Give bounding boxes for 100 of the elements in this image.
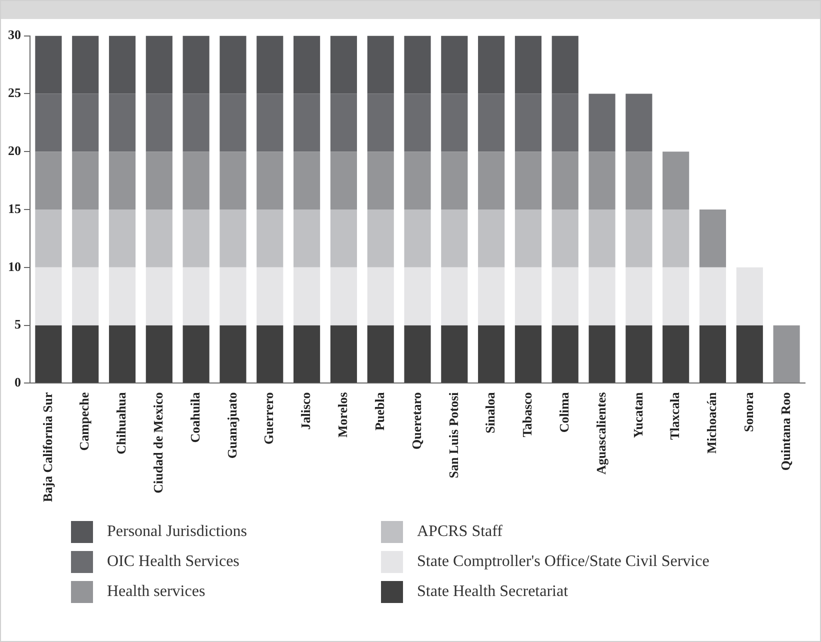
- bar: [294, 267, 320, 326]
- y-tick-label: 10: [8, 258, 21, 274]
- bar: [330, 152, 357, 210]
- bar: [72, 36, 99, 94]
- bar: [773, 325, 800, 383]
- x-tick-label: San Luis Potosi: [446, 392, 461, 478]
- bar: [404, 94, 431, 152]
- bar: [588, 325, 616, 383]
- bar: [108, 325, 136, 383]
- bar: [367, 210, 394, 268]
- bar: [220, 152, 246, 210]
- x-tick-label: Coahuila: [187, 392, 202, 443]
- bar: [367, 94, 394, 152]
- bar: [146, 152, 172, 210]
- y-tick-label: 25: [8, 85, 22, 100]
- bar: [588, 267, 616, 326]
- bar: [588, 210, 616, 268]
- bar: [626, 325, 652, 383]
- bar: [256, 152, 284, 210]
- bar: [404, 152, 431, 210]
- bar: [294, 325, 320, 383]
- bar: [404, 325, 431, 383]
- bar: [441, 152, 468, 210]
- bar: [736, 325, 763, 383]
- bar: [146, 325, 172, 383]
- x-tick-label: Ciudad de Mexico: [150, 392, 166, 494]
- bar: [330, 94, 357, 152]
- bar: [478, 267, 505, 326]
- legend-label: APCRS Staff: [417, 523, 503, 541]
- bar: [256, 267, 284, 326]
- x-tick-label: Sinaloa: [482, 392, 498, 434]
- bar: [478, 152, 505, 210]
- x-tick-label: Queretaro: [408, 392, 424, 450]
- bar: [662, 267, 690, 326]
- bar: [72, 267, 99, 326]
- y-tick-label: 5: [14, 316, 22, 332]
- bar: [35, 152, 62, 210]
- bar: [146, 94, 172, 152]
- y-tick-label: 15: [8, 200, 22, 216]
- bar: [404, 36, 431, 94]
- y-tick-label: 0: [14, 374, 21, 390]
- bar: [367, 152, 394, 210]
- x-tick-label: Quintana Roo: [778, 392, 793, 471]
- bar: [514, 94, 542, 152]
- bar: [182, 152, 210, 210]
- bar: [367, 267, 394, 326]
- bar: [220, 325, 246, 383]
- bar: [514, 267, 542, 326]
- bar: [330, 325, 357, 383]
- x-tick-label: Tabasco: [520, 392, 535, 438]
- x-tick-label: Michoacán: [704, 391, 720, 454]
- bar: [220, 36, 246, 94]
- bar: [699, 325, 726, 383]
- bar: [220, 94, 246, 152]
- bar: [441, 267, 468, 326]
- x-tick-label: Guanajuato: [224, 392, 240, 459]
- bar: [330, 267, 357, 326]
- bar: [294, 36, 320, 94]
- bar: [478, 325, 505, 383]
- bar: [35, 94, 62, 152]
- bar: [404, 210, 431, 268]
- bar: [35, 210, 62, 268]
- bar: [182, 36, 210, 94]
- x-tick-label: Morelos: [335, 392, 350, 438]
- x-tick-label: Aguascalientes: [593, 392, 608, 475]
- bar: [182, 267, 210, 326]
- bar: [662, 325, 690, 383]
- x-tick-label: Chihuahua: [114, 392, 129, 454]
- x-tick-label: Yucatan: [630, 391, 646, 438]
- bar: [514, 210, 542, 268]
- bar: [478, 36, 505, 94]
- x-tick-label: Guerrero: [261, 392, 276, 444]
- bar: [478, 210, 505, 268]
- bar: [72, 325, 99, 383]
- x-tick-label: Jalisco: [298, 392, 314, 430]
- legend-label: State Comptroller's Office/State Civil Service: [417, 553, 710, 571]
- bar: [588, 152, 616, 210]
- bar: [404, 267, 431, 326]
- bar: [699, 267, 726, 326]
- legend-label: Health services: [107, 583, 206, 601]
- bar: [514, 325, 542, 383]
- x-tick-label: Colima: [556, 392, 572, 433]
- x-tick-label: Puebla: [372, 392, 387, 431]
- x-tick-label: Sonora: [741, 392, 756, 432]
- bar: [367, 325, 394, 383]
- bar: [552, 325, 578, 383]
- x-tick-label: Baja California Sur: [40, 392, 55, 502]
- bar: [626, 267, 652, 326]
- y-tick-label: 20: [8, 142, 21, 158]
- bar: [367, 36, 394, 94]
- bar: [588, 94, 616, 152]
- legend-label: OIC Health Services: [107, 553, 240, 571]
- bar: [294, 210, 320, 268]
- bar: [626, 94, 652, 152]
- bar: [108, 267, 136, 326]
- bar: [330, 210, 357, 268]
- bar: [736, 267, 763, 326]
- bar: [662, 152, 690, 210]
- legend-label: Personal Jurisdictions: [107, 523, 247, 541]
- bar: [626, 152, 652, 210]
